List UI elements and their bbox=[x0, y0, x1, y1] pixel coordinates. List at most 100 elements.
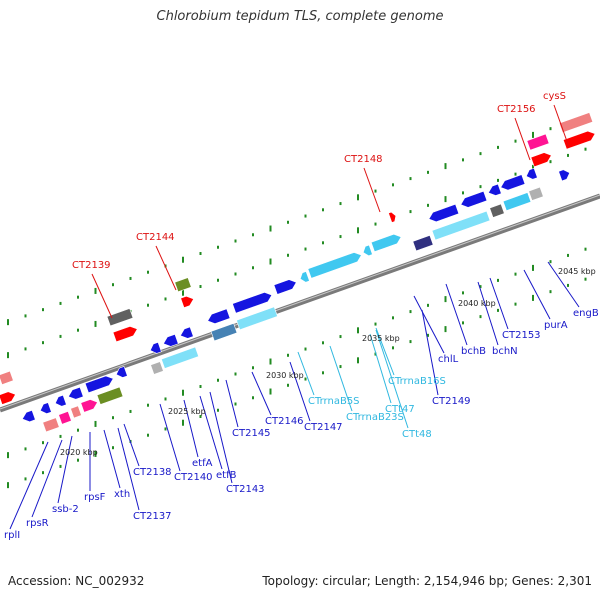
gene-feature bbox=[428, 203, 460, 223]
leader-line bbox=[547, 261, 580, 308]
gene-feature bbox=[299, 271, 310, 283]
gene-label-bottom: engB bbox=[573, 308, 599, 319]
leader-line bbox=[553, 104, 570, 148]
leader-line bbox=[199, 395, 223, 470]
gene-feature bbox=[530, 152, 552, 168]
gene-label-top: CT2156 bbox=[497, 104, 536, 115]
gene-feature bbox=[489, 203, 505, 218]
gene-feature bbox=[67, 386, 84, 400]
accession-text: Accession: NC_002932 bbox=[8, 574, 145, 588]
leader-line bbox=[123, 423, 140, 467]
gene-feature bbox=[362, 244, 373, 257]
gene-labels: 2020 kbp 2025 kbp 2030 kbp 2035 kbp 2040 kbp… bbox=[4, 91, 599, 541]
genome-backbone bbox=[0, 193, 600, 413]
gene-feature bbox=[106, 308, 134, 327]
gene-label-top: cysS bbox=[543, 91, 566, 102]
leader-line bbox=[375, 327, 395, 376]
leader-line bbox=[103, 429, 121, 489]
gene-label-top: CT2139 bbox=[72, 260, 111, 271]
gene-feature bbox=[42, 417, 60, 433]
gene-feature bbox=[273, 279, 297, 295]
leader-line bbox=[489, 277, 509, 330]
gene-label-bottom: CT2153 bbox=[502, 330, 541, 341]
kbp-scale-label: 2045 kbp bbox=[558, 267, 596, 276]
gene-feature bbox=[160, 346, 200, 369]
leader-line bbox=[209, 391, 233, 484]
gene-label-bottom: rpsR bbox=[26, 518, 49, 529]
gene-feature bbox=[207, 308, 231, 324]
kbp-scale-label: 2035 kbp bbox=[362, 334, 400, 343]
leader-line bbox=[91, 273, 113, 319]
gene-label-bottom: CT2145 bbox=[232, 428, 271, 439]
gene-label-bottom: CT2143 bbox=[226, 484, 265, 495]
gene-feature bbox=[70, 405, 82, 419]
map-title: Chlorobium tepidum TLS, complete genome bbox=[156, 9, 444, 24]
gene-label-bottom: rpsF bbox=[84, 492, 106, 503]
leader-line bbox=[225, 379, 239, 428]
leader-line bbox=[57, 435, 73, 504]
leader-line bbox=[375, 329, 409, 429]
gene-feature bbox=[162, 333, 179, 347]
gene-feature bbox=[54, 394, 67, 407]
gene-feature bbox=[180, 295, 195, 309]
leader-line bbox=[523, 269, 551, 320]
kbp-scale-label: 2040 kbp bbox=[458, 299, 496, 308]
gene-feature bbox=[232, 292, 273, 314]
gene-label-bottom: chlL bbox=[438, 354, 459, 365]
gene-feature bbox=[150, 361, 164, 375]
leader-line bbox=[117, 427, 140, 511]
leader-line bbox=[31, 439, 63, 518]
gene-label-bottom: CT2146 bbox=[265, 416, 304, 427]
label-leader-lines bbox=[9, 104, 580, 530]
gene-feature bbox=[412, 235, 434, 252]
gene-label-bottom: xth bbox=[114, 489, 130, 500]
gene-feature bbox=[370, 233, 402, 253]
gene-label-bottom: CT2147 bbox=[304, 422, 343, 433]
leader-line bbox=[477, 281, 499, 346]
gene-feature bbox=[562, 130, 596, 150]
gene-feature bbox=[210, 322, 238, 342]
leader-line bbox=[329, 345, 353, 412]
leader-line bbox=[297, 351, 315, 396]
leader-line bbox=[155, 245, 177, 291]
gene-label-bottom: CTt47 bbox=[385, 404, 415, 415]
gene-label-bottom: CTrrnaB5S bbox=[308, 396, 360, 407]
gene-feature bbox=[525, 167, 538, 180]
gene-label-bottom: CT2138 bbox=[133, 467, 172, 478]
leader-line bbox=[251, 371, 272, 416]
leader-line bbox=[289, 361, 311, 422]
gene-feature bbox=[84, 375, 114, 394]
gene-label-bottom: bchN bbox=[492, 346, 518, 357]
gene-label-bottom: CT2137 bbox=[133, 511, 172, 522]
gene-feature bbox=[558, 169, 571, 182]
gene-feature bbox=[0, 391, 16, 405]
leader-line bbox=[183, 399, 199, 458]
genome-backbone-highlight bbox=[0, 194, 600, 410]
gene-feature bbox=[179, 326, 194, 339]
gene-features bbox=[0, 112, 596, 433]
gene-label-bottom: CTrrnaB16S bbox=[388, 376, 446, 387]
gene-label-bottom: CTrrnaB23S bbox=[346, 412, 404, 423]
gene-label-bottom: CTt48 bbox=[402, 429, 432, 440]
gene-feature bbox=[487, 183, 502, 196]
gene-label-bottom: purA bbox=[544, 320, 568, 331]
leader-line bbox=[363, 167, 381, 213]
leader-line bbox=[9, 441, 49, 530]
leader-line bbox=[159, 403, 181, 472]
gene-feature bbox=[526, 133, 550, 151]
gene-label-bottom: etfB bbox=[216, 470, 237, 481]
leader-line bbox=[445, 283, 468, 346]
genome-summary-text: Topology: circular; Length: 2,154,946 bp… bbox=[262, 574, 592, 588]
gene-feature bbox=[528, 186, 544, 201]
gene-feature bbox=[174, 277, 192, 293]
leader-line bbox=[421, 309, 439, 396]
gene-feature bbox=[388, 211, 397, 223]
gene-feature bbox=[431, 210, 491, 241]
gene-label-bottom: etfA bbox=[192, 458, 213, 469]
gene-feature bbox=[39, 402, 52, 414]
gene-feature bbox=[502, 192, 532, 212]
gene-feature bbox=[500, 174, 526, 191]
leader-line bbox=[514, 117, 531, 161]
kbp-scale-label: 2025 kbp bbox=[168, 407, 206, 416]
